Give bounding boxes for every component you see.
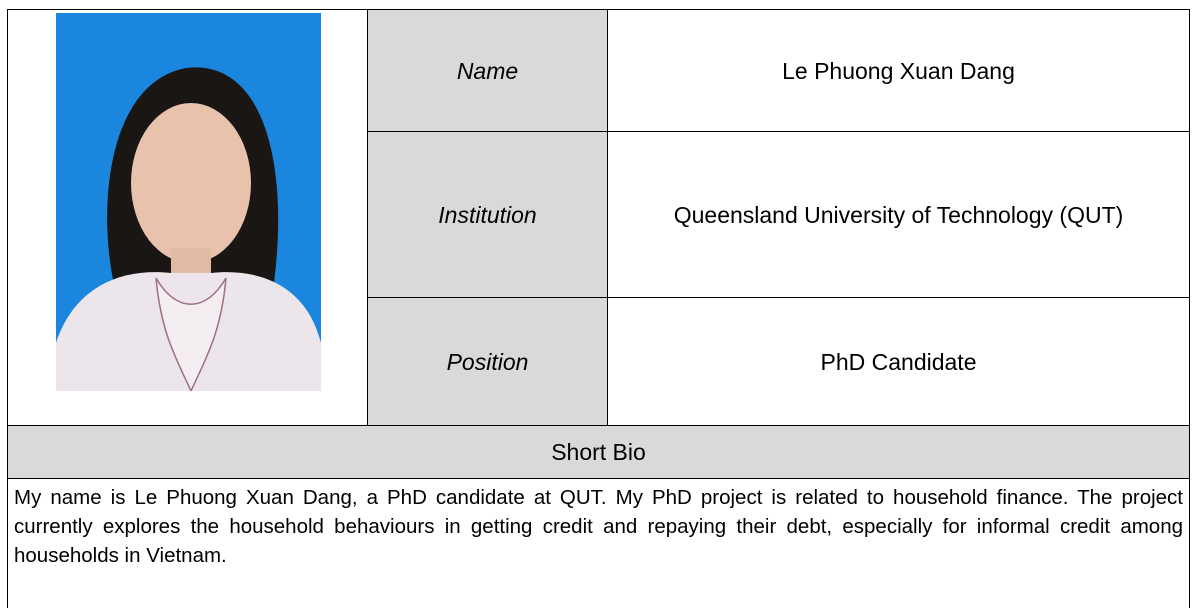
field-value: Le Phuong Xuan Dang xyxy=(607,9,1190,132)
field-label: Name xyxy=(367,9,608,132)
bio-heading: Short Bio xyxy=(7,425,1190,479)
bio-text: My name is Le Phuong Xuan Dang, a PhD ca… xyxy=(14,486,1183,567)
portrait-photo xyxy=(56,13,321,391)
field-value: PhD Candidate xyxy=(607,297,1190,426)
field-label: Position xyxy=(367,297,608,426)
photo-cell xyxy=(7,9,368,426)
bio-cell: My name is Le Phuong Xuan Dang, a PhD ca… xyxy=(7,478,1190,608)
field-value: Queensland University of Technology (QUT… xyxy=(607,131,1190,298)
field-label: Institution xyxy=(367,131,608,298)
